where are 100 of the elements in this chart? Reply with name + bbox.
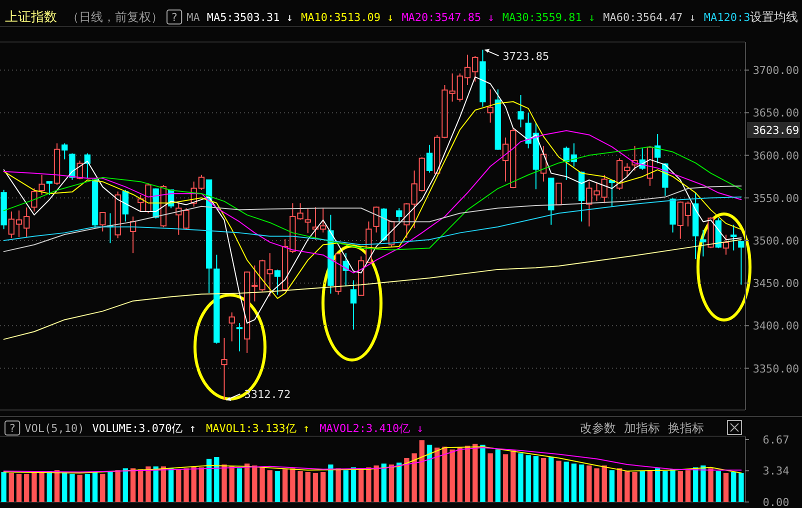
text: MAVOL1:3.133亿 ↑: [206, 422, 310, 435]
bar: [176, 469, 182, 502]
bar: [267, 470, 272, 502]
bar: [274, 471, 280, 502]
text: MA10:3513.09 ↓: [300, 11, 394, 24]
bar: [130, 468, 136, 502]
bar: [670, 469, 676, 502]
bar: [328, 464, 334, 502]
bar: [632, 472, 638, 502]
bar: [640, 471, 645, 502]
bar: [312, 472, 318, 502]
bar: [191, 466, 196, 502]
bar: [723, 472, 729, 502]
bar: [594, 468, 600, 502]
bar: [457, 448, 463, 502]
bar: [412, 453, 417, 502]
y-tick-label: 3400.00: [752, 320, 800, 333]
bar: [214, 457, 220, 502]
bar: [100, 474, 106, 502]
bar: [426, 444, 432, 502]
line-series: [3, 130, 742, 274]
bar: [222, 464, 227, 502]
bar: [260, 467, 265, 502]
bar: [290, 468, 296, 502]
bar: [381, 464, 386, 502]
bar: [336, 468, 341, 502]
bar: [160, 466, 166, 502]
text: MAVOL2:3.410亿 ↓: [320, 422, 424, 435]
bar: [578, 464, 584, 502]
bar: [252, 465, 258, 502]
bar: [502, 454, 508, 502]
text: 换指标: [668, 421, 704, 435]
bar: [366, 467, 372, 502]
bar: [647, 470, 653, 502]
y-tick-label: 3450.00: [752, 277, 800, 290]
bar: [533, 456, 539, 502]
bar: [8, 472, 14, 502]
bar: [92, 472, 98, 502]
y-tick-label: 3500.00: [752, 234, 800, 248]
bar: [343, 470, 348, 502]
bar: [419, 440, 424, 502]
bar: [404, 458, 410, 502]
bar: [616, 468, 622, 502]
bar: [548, 457, 554, 502]
y-tick-label: 6.67: [762, 433, 790, 446]
bar: [153, 466, 158, 502]
bar: [654, 468, 660, 502]
bar: [168, 468, 174, 502]
bar: [662, 471, 668, 502]
bar: [586, 465, 592, 502]
text: 加指标: [624, 421, 660, 435]
bar: [678, 471, 683, 502]
text: MA120:3: [704, 11, 750, 24]
bar: [206, 458, 212, 502]
bar: [62, 472, 68, 502]
text: 3623.69: [752, 124, 800, 137]
bar: [526, 455, 531, 502]
text: 设置均线: [750, 10, 798, 24]
y-tick-label: 3600.00: [752, 149, 800, 162]
bar: [24, 474, 30, 502]
bar: [305, 472, 310, 502]
bar: [434, 448, 440, 502]
y-tick-label: 3550.00: [752, 192, 800, 205]
text: ?: [171, 11, 178, 24]
bar: [731, 472, 736, 502]
bar: [39, 471, 44, 502]
bar: [510, 450, 516, 502]
text: MA: [186, 11, 200, 24]
bar: [115, 470, 120, 502]
bar: [138, 469, 144, 502]
bar: [16, 474, 22, 502]
y-tick-label: 0.00: [762, 496, 790, 508]
bar: [229, 466, 234, 502]
bar: [70, 474, 75, 502]
bar: [298, 471, 303, 502]
text: MA30:3559.81 ↓: [502, 11, 596, 24]
bar: [374, 465, 379, 502]
bar: [495, 450, 501, 502]
y-tick-label: 3350.00: [752, 362, 800, 376]
bar: [184, 468, 189, 502]
bar: [609, 470, 615, 502]
bar: [685, 470, 691, 502]
bar: [236, 468, 242, 502]
bar: [693, 467, 698, 502]
chart-title: VOL(5,10): [24, 422, 84, 435]
text: VOLUME:3.070亿 ↑: [92, 422, 196, 435]
y-tick-label: 3700.00: [752, 64, 800, 78]
bar: [84, 474, 90, 502]
text: MA20:3547.85 ↓: [402, 11, 494, 24]
bar: [146, 466, 151, 502]
annotation: 3312.72: [244, 388, 291, 402]
bar: [122, 468, 128, 502]
bar: [480, 444, 486, 502]
bar: [388, 464, 394, 502]
text: MA5:3503.31 ↓: [206, 11, 293, 24]
bar: [1, 472, 6, 502]
bar: [700, 465, 706, 502]
line-series: [3, 196, 742, 246]
y-tick-label: 3.34: [762, 464, 790, 478]
bar: [396, 462, 402, 502]
